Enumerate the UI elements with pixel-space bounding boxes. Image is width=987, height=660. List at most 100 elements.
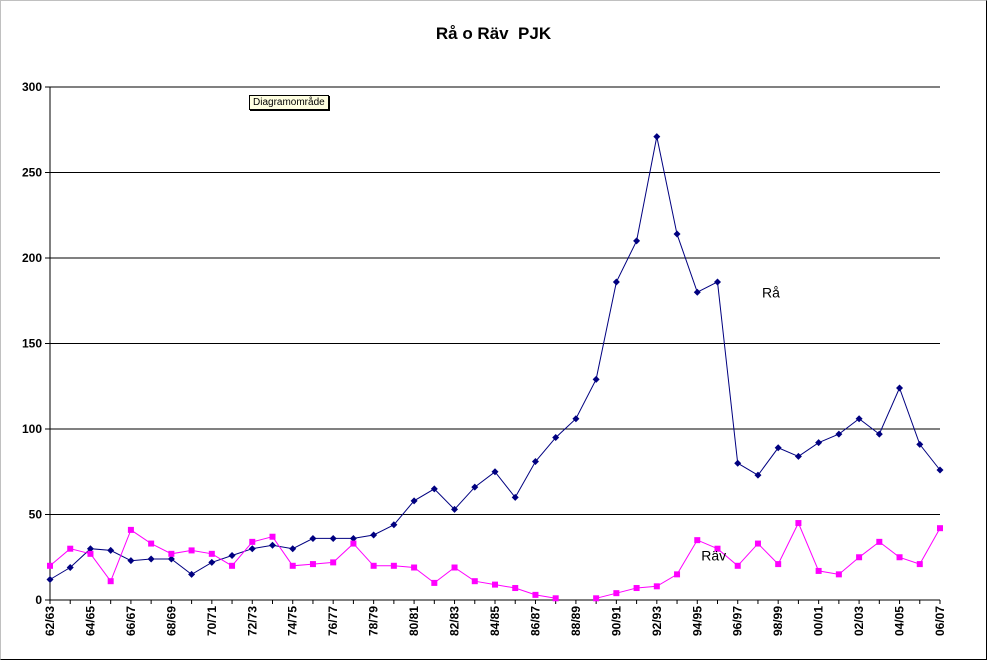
data-point bbox=[612, 278, 620, 286]
gridlines bbox=[50, 86, 940, 515]
data-point bbox=[592, 375, 600, 383]
data-point bbox=[552, 595, 559, 602]
data-point bbox=[593, 595, 600, 602]
y-tick-label: 150 bbox=[22, 337, 42, 351]
data-point bbox=[714, 545, 721, 552]
data-point bbox=[734, 459, 742, 467]
series-2 bbox=[47, 520, 943, 602]
y-tick-label: 100 bbox=[22, 422, 42, 436]
data-point bbox=[674, 571, 681, 578]
data-point bbox=[47, 562, 53, 569]
data-point bbox=[734, 562, 741, 569]
data-point bbox=[107, 578, 114, 585]
series-line bbox=[49, 521, 941, 599]
data-point bbox=[67, 545, 74, 552]
data-point bbox=[774, 444, 782, 452]
data-point bbox=[147, 555, 155, 563]
data-point bbox=[633, 585, 640, 592]
x-tick-label: 68/69 bbox=[164, 606, 178, 636]
data-point bbox=[410, 497, 418, 505]
data-point bbox=[794, 452, 802, 460]
data-point bbox=[390, 562, 397, 569]
data-point bbox=[431, 579, 438, 586]
data-point bbox=[86, 545, 94, 553]
x-tick-label: 00/01 bbox=[812, 606, 826, 636]
x-tick-label: 64/65 bbox=[83, 606, 97, 636]
data-point bbox=[856, 554, 863, 561]
data-point bbox=[896, 554, 903, 561]
x-axis-tick-labels: 62/63 64/65 66/67 68/69 70/71 72/73 74/75 76/77… bbox=[43, 606, 947, 636]
x-tick-label: 84/85 bbox=[488, 606, 502, 636]
data-point bbox=[896, 384, 904, 392]
data-point bbox=[167, 555, 175, 563]
data-point bbox=[876, 538, 883, 545]
data-point bbox=[714, 278, 721, 286]
data-point bbox=[87, 550, 94, 557]
data-point bbox=[451, 505, 459, 513]
data-point bbox=[370, 531, 378, 539]
data-point bbox=[875, 430, 883, 438]
data-point bbox=[532, 591, 539, 598]
x-tick-label: 96/97 bbox=[731, 606, 745, 636]
series-labels: Rå Räv bbox=[701, 284, 780, 563]
data-point bbox=[309, 534, 317, 542]
x-tick-label: 70/71 bbox=[205, 606, 219, 636]
x-tick-label: 72/73 bbox=[245, 606, 259, 636]
x-tick-label: 82/83 bbox=[448, 606, 462, 636]
data-point bbox=[127, 526, 134, 533]
data-point bbox=[289, 562, 296, 569]
data-point bbox=[775, 561, 782, 568]
data-point bbox=[673, 230, 681, 238]
series-line bbox=[49, 136, 941, 580]
data-point bbox=[269, 533, 276, 540]
data-point bbox=[471, 578, 478, 585]
x-tick-label: 62/63 bbox=[43, 606, 57, 636]
x-tick-label: 86/87 bbox=[528, 606, 542, 636]
data-point bbox=[613, 590, 620, 597]
data-point bbox=[693, 288, 701, 296]
y-tick-label: 300 bbox=[22, 80, 42, 94]
data-point bbox=[66, 564, 74, 572]
data-point bbox=[492, 581, 498, 588]
x-tick-label: 88/89 bbox=[569, 606, 583, 636]
data-point bbox=[188, 547, 195, 554]
data-point bbox=[330, 559, 337, 566]
data-point bbox=[511, 493, 519, 501]
data-point bbox=[936, 466, 944, 474]
data-point bbox=[512, 585, 519, 592]
x-tick-label: 06/07 bbox=[933, 606, 947, 636]
data-point bbox=[269, 541, 276, 549]
y-tick-label: 200 bbox=[22, 251, 42, 265]
data-point bbox=[653, 133, 661, 141]
data-point bbox=[208, 558, 216, 566]
chart-title: Rå o Räv PJK bbox=[435, 24, 552, 43]
y-axis-tick-labels: 0 50 100 150 200 250 300 bbox=[22, 80, 42, 607]
data-point bbox=[411, 564, 418, 571]
x-tick-label: 78/79 bbox=[367, 606, 381, 636]
x-tick-label: 74/75 bbox=[286, 606, 300, 636]
data-point bbox=[633, 237, 641, 245]
data-point bbox=[531, 457, 539, 465]
x-tick-label: 90/91 bbox=[609, 606, 623, 636]
x-tick-label: 92/93 bbox=[650, 606, 664, 636]
x-tick-label: 94/95 bbox=[690, 606, 704, 636]
data-point bbox=[916, 440, 924, 448]
x-tick-label: 02/03 bbox=[852, 606, 866, 636]
data-point bbox=[694, 537, 701, 544]
data-point bbox=[228, 552, 236, 560]
data-point bbox=[491, 468, 499, 476]
data-point bbox=[815, 439, 823, 447]
data-point bbox=[471, 483, 479, 491]
axes bbox=[45, 86, 941, 604]
data-point bbox=[229, 562, 236, 569]
data-point bbox=[127, 557, 135, 565]
data-point bbox=[754, 540, 761, 547]
data-point bbox=[289, 545, 297, 553]
series-1 bbox=[46, 133, 944, 583]
x-tick-label: 98/99 bbox=[771, 606, 785, 636]
x-tick-label: 80/81 bbox=[407, 606, 421, 636]
series-layer bbox=[46, 133, 944, 602]
data-point bbox=[835, 430, 843, 438]
data-point bbox=[390, 521, 398, 529]
